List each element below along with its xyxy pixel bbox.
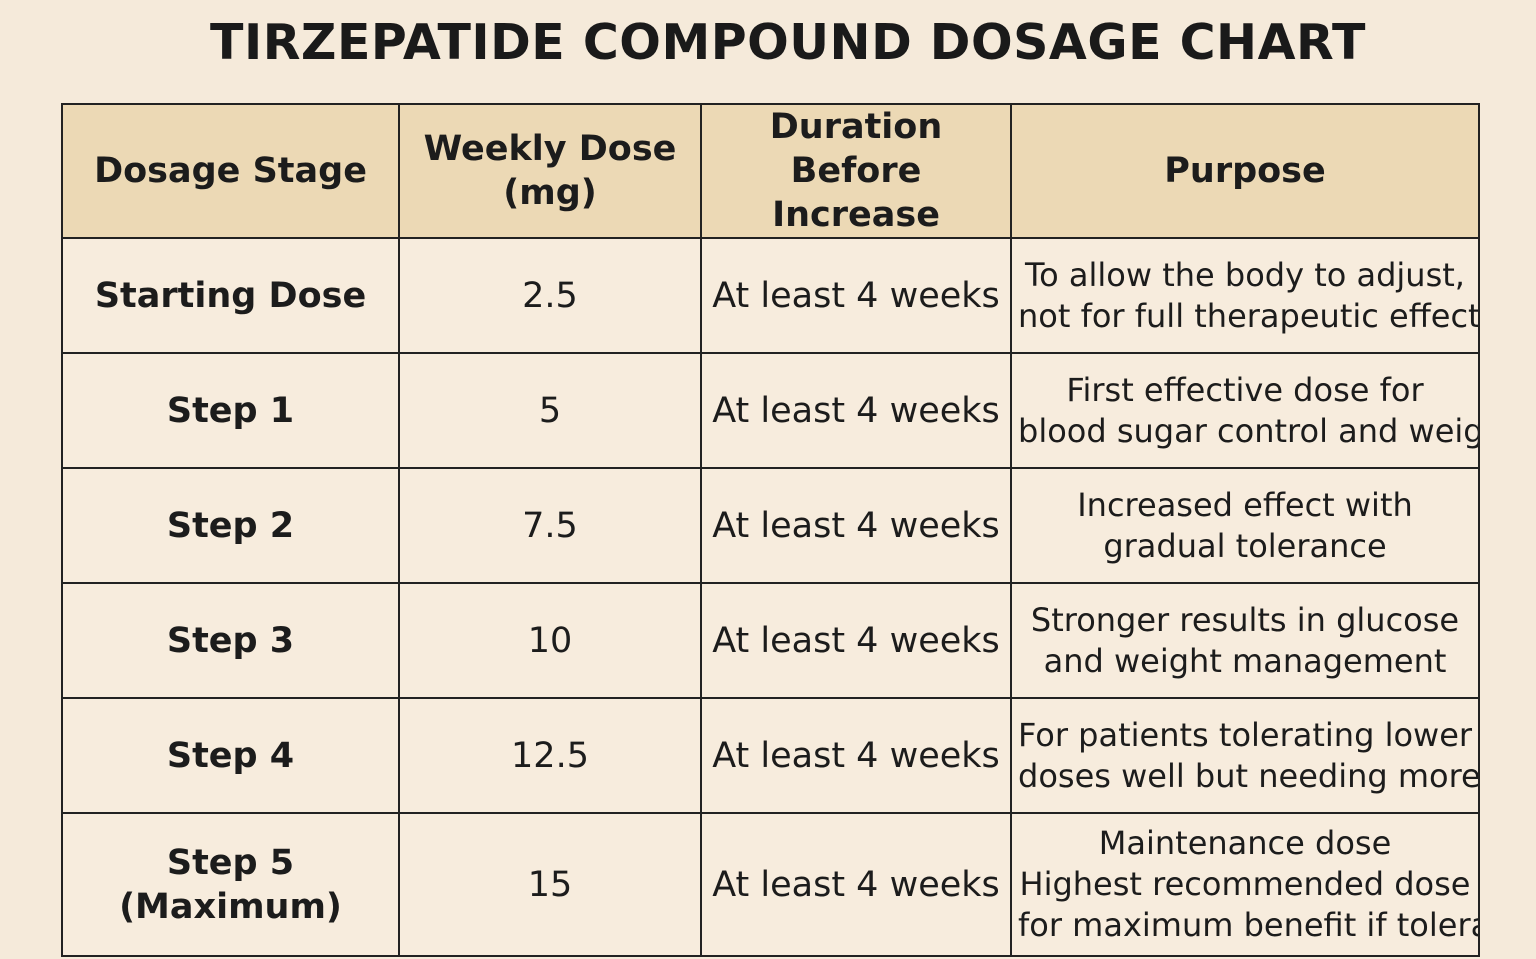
header-text: Dosage Stage: [94, 151, 367, 191]
stage-cell: Step 3: [61, 582, 400, 699]
purpose-text: First effective dose for: [1066, 370, 1424, 409]
duration-cell: At least 4 weeks: [700, 237, 1012, 354]
purpose-text: Highest recommended dose: [1019, 865, 1471, 903]
purpose-text: for maximum benefit if tolera: [1018, 906, 1479, 944]
chart-title: TIRZEPATIDE COMPOUND DOSAGE CHART: [210, 14, 1366, 71]
dose-cell: 15: [398, 812, 702, 957]
purpose-text: gradual tolerance: [1103, 526, 1387, 565]
purpose-cell: Increased effect with gradual tolerance: [1010, 467, 1480, 584]
stage-text: Step 3: [166, 620, 295, 661]
purpose-cell: For patients tolerating lower doses well…: [1010, 697, 1480, 814]
dose-cell: 10: [398, 582, 702, 699]
duration-cell: At least 4 weeks: [700, 352, 1012, 469]
dose-cell: 7.5: [398, 467, 702, 584]
duration-cell: At least 4 weeks: [700, 582, 1012, 699]
purpose-cell: First effective dose for blood sugar con…: [1010, 352, 1480, 469]
duration-cell: At least 4 weeks: [700, 467, 1012, 584]
purpose-text: doses well but needing more: [1018, 756, 1479, 795]
header-text: Weekly Dose: [423, 129, 677, 169]
stage-cell: Step 5 (Maximum): [61, 812, 400, 957]
purpose-text: and weight management: [1043, 641, 1447, 680]
table-row: Step 1 5 At least 4 weeks First effectiv…: [61, 352, 1480, 469]
purpose-text: Stronger results in glucose: [1030, 600, 1460, 639]
purpose-text: Increased effect with: [1077, 485, 1413, 524]
header-text: (mg): [503, 173, 597, 213]
table-row: Step 5 (Maximum) 15 At least 4 weeks Mai…: [61, 812, 1480, 957]
dosage-table: Dosage Stage Weekly Dose (mg) Duration B…: [61, 103, 1480, 957]
dose-cell: 5: [398, 352, 702, 469]
table-row: Starting Dose 2.5 At least 4 weeks To al…: [61, 237, 1480, 354]
header-row: Dosage Stage Weekly Dose (mg) Duration B…: [61, 103, 1480, 239]
purpose-text: not for full therapeutic effect: [1018, 296, 1479, 335]
table-row: Step 2 7.5 At least 4 weeks Increased ef…: [61, 467, 1480, 584]
header-text: Duration: [769, 107, 943, 147]
stage-cell: Starting Dose: [61, 237, 400, 354]
purpose-text: To allow the body to adjust,: [1025, 255, 1465, 294]
stage-text: Step 1: [166, 390, 295, 431]
table-row: Step 3 10 At least 4 weeks Stronger resu…: [61, 582, 1480, 699]
purpose-text: blood sugar control and weig: [1018, 411, 1479, 450]
dose-cell: 12.5: [398, 697, 702, 814]
purpose-cell: To allow the body to adjust, not for ful…: [1010, 237, 1480, 354]
header-weekly-dose: Weekly Dose (mg): [398, 103, 702, 239]
purpose-cell: Stronger results in glucose and weight m…: [1010, 582, 1480, 699]
stage-cell: Step 2: [61, 467, 400, 584]
purpose-cell: Maintenance dose Highest recommended dos…: [1010, 812, 1480, 957]
stage-cell: Step 4: [61, 697, 400, 814]
header-duration: Duration Before Increase: [700, 103, 1012, 239]
table-row: Step 4 12.5 At least 4 weeks For patient…: [61, 697, 1480, 814]
stage-text: Starting Dose: [94, 275, 367, 316]
purpose-text: For patients tolerating lower: [1018, 715, 1473, 754]
stage-text: (Maximum): [119, 886, 342, 927]
stage-text: Step 4: [166, 735, 295, 776]
header-dosage-stage: Dosage Stage: [61, 103, 400, 239]
stage-text: Step 5: [166, 842, 295, 883]
duration-cell: At least 4 weeks: [700, 697, 1012, 814]
stage-text: Step 2: [166, 505, 295, 546]
duration-cell: At least 4 weeks: [700, 812, 1012, 957]
header-text: Purpose: [1164, 151, 1326, 191]
dose-cell: 2.5: [398, 237, 702, 354]
stage-cell: Step 1: [61, 352, 400, 469]
purpose-text: Maintenance dose: [1098, 824, 1392, 862]
header-text: Before Increase: [772, 151, 940, 235]
header-purpose: Purpose: [1010, 103, 1480, 239]
